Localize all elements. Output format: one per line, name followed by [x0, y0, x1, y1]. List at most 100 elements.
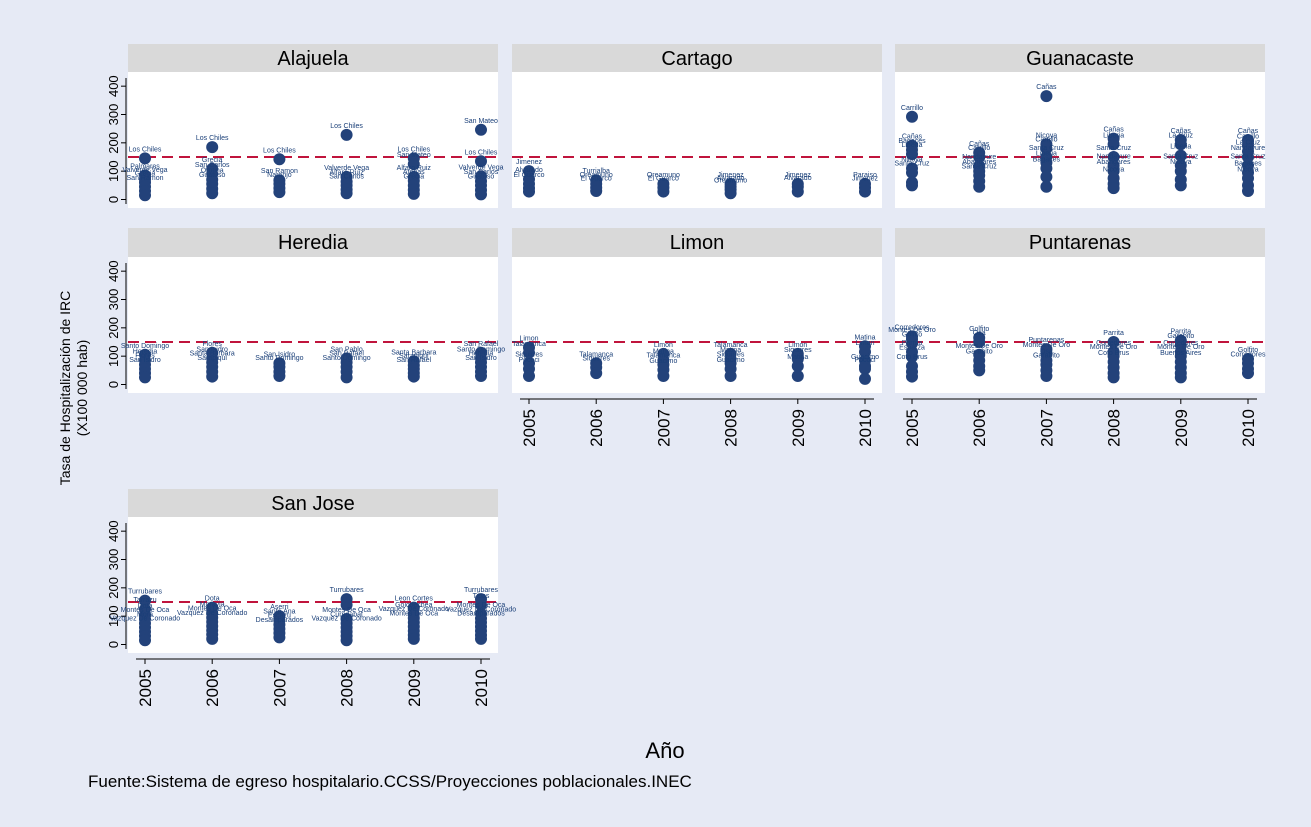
- point-label: Orotina: [201, 168, 224, 175]
- data-point: [475, 155, 487, 168]
- point-label: Valverde Vega: [324, 165, 369, 172]
- point-label: San Mateo: [397, 152, 431, 159]
- data-point: [475, 598, 487, 611]
- panel-puntarenas: Puntarenas Corredores Montes De Oro Golfito…: [888, 228, 1266, 447]
- point-label: Los Chiles: [263, 147, 296, 154]
- y-tick-label: 200: [106, 132, 121, 154]
- point-label: Puntarenas: [1028, 337, 1064, 344]
- point-label: Santa Cruz: [894, 161, 930, 168]
- point-label: Moravia: [200, 601, 225, 608]
- data-point: [791, 370, 804, 382]
- panel-title: San Jose: [271, 493, 354, 515]
- data-point: [1174, 179, 1187, 192]
- data-point: [273, 153, 286, 166]
- data-point: [1242, 185, 1254, 197]
- data-point: [475, 632, 487, 645]
- data-point: [590, 185, 603, 197]
- point-label: Siquirres: [582, 356, 610, 363]
- point-label: San Carlos: [464, 169, 499, 176]
- data-point: [1242, 367, 1254, 380]
- point-label: Abangares: [962, 159, 996, 166]
- x-tick-label: 2006: [203, 669, 222, 707]
- point-label: Los Chiles: [129, 146, 162, 153]
- data-point: [973, 364, 986, 377]
- data-point: [273, 186, 286, 199]
- point-label: Grecia: [403, 173, 424, 180]
- data-point: [906, 370, 918, 383]
- panel-header: [512, 228, 882, 257]
- data-point: [1107, 336, 1120, 348]
- x-axis-title: Año: [645, 738, 684, 763]
- point-label: Santa Ana: [263, 608, 295, 615]
- data-point: [1107, 371, 1120, 384]
- y-tick-label: 400: [106, 75, 121, 97]
- point-label: San Carlos: [329, 173, 364, 180]
- point-label: Guatuso: [199, 172, 226, 179]
- point-label: Guacimo: [717, 357, 745, 364]
- data-point: [724, 187, 737, 200]
- point-label: Talamanca: [714, 342, 748, 349]
- point-label: San Rafael: [464, 341, 499, 348]
- point-label: Valverde Vega: [458, 164, 503, 171]
- point-label: Golfito: [1238, 347, 1258, 354]
- point-label: Jimenez: [785, 172, 812, 179]
- point-label: Carrillo: [968, 145, 990, 152]
- data-point: [139, 371, 151, 384]
- point-label: Matina: [787, 354, 808, 361]
- point-label: San Pablo: [330, 346, 362, 353]
- y-tick-label: 200: [106, 577, 121, 599]
- data-point: [1174, 138, 1187, 151]
- point-label: Corredores: [1230, 351, 1266, 358]
- point-label: Pococi: [854, 357, 875, 364]
- data-point: [1174, 371, 1187, 384]
- point-label: Coto Brus: [1098, 350, 1130, 357]
- point-label: Corredores: [1163, 340, 1199, 347]
- point-label: San Isidro: [196, 346, 228, 353]
- data-point: [906, 166, 918, 179]
- x-tick-label: 2008: [1105, 409, 1124, 447]
- panel-title: Cartago: [661, 48, 732, 70]
- plot-area: [895, 257, 1265, 393]
- point-label: Oreamuno: [714, 178, 747, 185]
- point-label: Montes De Oca: [457, 602, 506, 609]
- point-label: Liberia: [1170, 144, 1191, 151]
- point-label: Nicoya: [1170, 159, 1192, 166]
- point-label: Los Chiles: [397, 146, 430, 153]
- panel-san-jose: San Jose0100200300400TurrubaresTarrazuDo…: [106, 489, 516, 707]
- point-label: Alvarado: [515, 167, 543, 174]
- point-label: Nicoya: [1237, 166, 1259, 173]
- data-point: [139, 634, 151, 647]
- point-label: Montes De Oro: [1090, 344, 1138, 351]
- x-tick-label: 2009: [1172, 409, 1191, 447]
- y-tick-label: 300: [106, 549, 121, 571]
- point-label: Oreamuno: [580, 172, 613, 179]
- panel-header: [895, 228, 1265, 257]
- point-label: Montes De Oca: [188, 606, 237, 613]
- point-label: Pococi: [518, 357, 539, 364]
- point-label: Curridabat: [330, 611, 363, 618]
- y-tick-label: 100: [106, 345, 121, 367]
- data-point: [657, 185, 670, 198]
- point-label: Santa Barbara: [391, 349, 436, 356]
- data-point: [340, 598, 353, 611]
- point-label: Bagaces: [898, 138, 926, 145]
- y-tick-label: 0: [106, 196, 121, 203]
- point-label: Cañas: [1171, 128, 1192, 135]
- point-label: Limon: [519, 336, 538, 343]
- y-tick-label: 0: [106, 381, 121, 388]
- point-label: Liberia: [1036, 151, 1057, 158]
- point-label: Parrita: [1170, 329, 1191, 336]
- point-label: Dota: [205, 596, 220, 603]
- point-label: Carrillo: [1035, 137, 1057, 144]
- point-label: San Carlos: [195, 162, 230, 169]
- point-label: Los Chiles: [196, 135, 229, 142]
- point-label: Alfaro Ruiz: [397, 165, 432, 172]
- point-label: Dota: [138, 603, 153, 610]
- data-point: [139, 152, 151, 165]
- point-label: Cañas: [969, 141, 990, 148]
- panel-title: Limon: [670, 232, 724, 254]
- point-label: Turrubares: [330, 587, 364, 594]
- point-label: Naranjo: [267, 172, 292, 179]
